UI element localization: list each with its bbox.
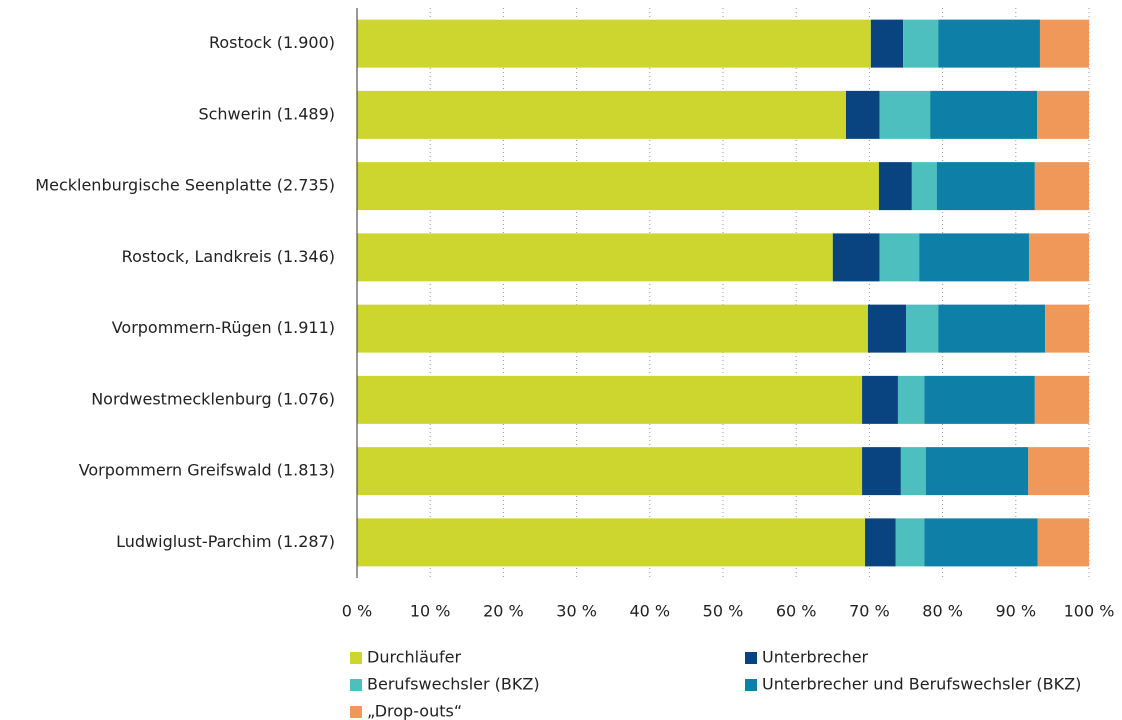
legend-swatch xyxy=(745,652,757,664)
bar-segment xyxy=(357,375,863,424)
x-tick-label: 20 % xyxy=(483,602,524,621)
x-tick-label: 80 % xyxy=(922,602,963,621)
bar-segment xyxy=(845,90,880,139)
bar-segment xyxy=(862,447,901,496)
bar-segment xyxy=(879,90,931,139)
bar-segment xyxy=(357,447,863,496)
x-tick-label: 60 % xyxy=(776,602,817,621)
bar-segment xyxy=(357,233,833,282)
bar-segment xyxy=(925,447,1029,496)
bar-segment xyxy=(919,233,1029,282)
bar-segment xyxy=(906,304,939,353)
y-tick-label: Rostock, Landkreis (1.346) xyxy=(122,247,335,266)
x-tick-label: 10 % xyxy=(410,602,451,621)
bar-segment xyxy=(879,233,920,282)
bar-segment xyxy=(897,375,925,424)
bar-segment xyxy=(870,19,904,68)
bar-segment xyxy=(938,19,1040,68)
x-tick-label: 100 % xyxy=(1064,602,1115,621)
bar-segment xyxy=(1034,375,1089,424)
bar-segment xyxy=(911,162,937,211)
bar-segment xyxy=(862,375,898,424)
bar-segment xyxy=(903,19,939,68)
y-tick-label: Schwerin (1.489) xyxy=(198,104,335,123)
x-tick-label: 40 % xyxy=(629,602,670,621)
bar-segment xyxy=(930,90,1038,139)
bar-segment xyxy=(1028,233,1089,282)
legend-label: „Drop-outs“ xyxy=(367,702,462,720)
y-tick-label: Rostock (1.900) xyxy=(209,33,335,52)
bar-segment xyxy=(1037,518,1089,567)
legend-swatch xyxy=(350,679,362,691)
legend-label: Unterbrecher xyxy=(762,648,869,667)
bar-segment xyxy=(1034,162,1089,211)
bar-segment xyxy=(900,447,926,496)
y-tick-label: Nordwestmecklenburg (1.076) xyxy=(91,389,335,408)
y-tick-label: Mecklenburgische Seenplatte (2.735) xyxy=(35,176,335,195)
x-tick-label: 90 % xyxy=(995,602,1036,621)
bar-segment xyxy=(936,162,1035,211)
legend-label: Berufswechsler (BKZ) xyxy=(367,675,540,694)
bar-segment xyxy=(1037,90,1089,139)
bar-segment xyxy=(1045,304,1089,353)
x-tick-label: 70 % xyxy=(849,602,890,621)
bar-segment xyxy=(924,375,1035,424)
x-tick-label: 30 % xyxy=(556,602,597,621)
legend-swatch xyxy=(745,679,757,691)
bar-segment xyxy=(865,518,896,567)
bar-segment xyxy=(924,518,1038,567)
bar-segment xyxy=(357,304,868,353)
bar-segment xyxy=(867,304,906,353)
bar-segment xyxy=(1039,19,1089,68)
bar-segment xyxy=(895,518,925,567)
bar-segment xyxy=(832,233,880,282)
bar-segment xyxy=(357,90,846,139)
bar-segment xyxy=(357,518,866,567)
bar-segment xyxy=(357,162,879,211)
legend-swatch xyxy=(350,706,362,718)
x-tick-label: 0 % xyxy=(342,602,372,621)
y-tick-label: Ludwiglust-Parchim (1.287) xyxy=(116,532,335,551)
y-tick-label: Vorpommern Greifswald (1.813) xyxy=(79,461,335,480)
bar-segment xyxy=(938,304,1046,353)
legend-label: Durchläufer xyxy=(367,648,461,667)
bar-segment xyxy=(878,162,912,211)
x-tick-label: 50 % xyxy=(703,602,744,621)
y-tick-label: Vorpommern-Rügen (1.911) xyxy=(112,318,335,337)
bar-segment xyxy=(1028,447,1089,496)
bar-segment xyxy=(357,19,871,68)
legend-swatch xyxy=(350,652,362,664)
legend-label: Unterbrecher und Berufswechsler (BKZ) xyxy=(762,675,1081,694)
